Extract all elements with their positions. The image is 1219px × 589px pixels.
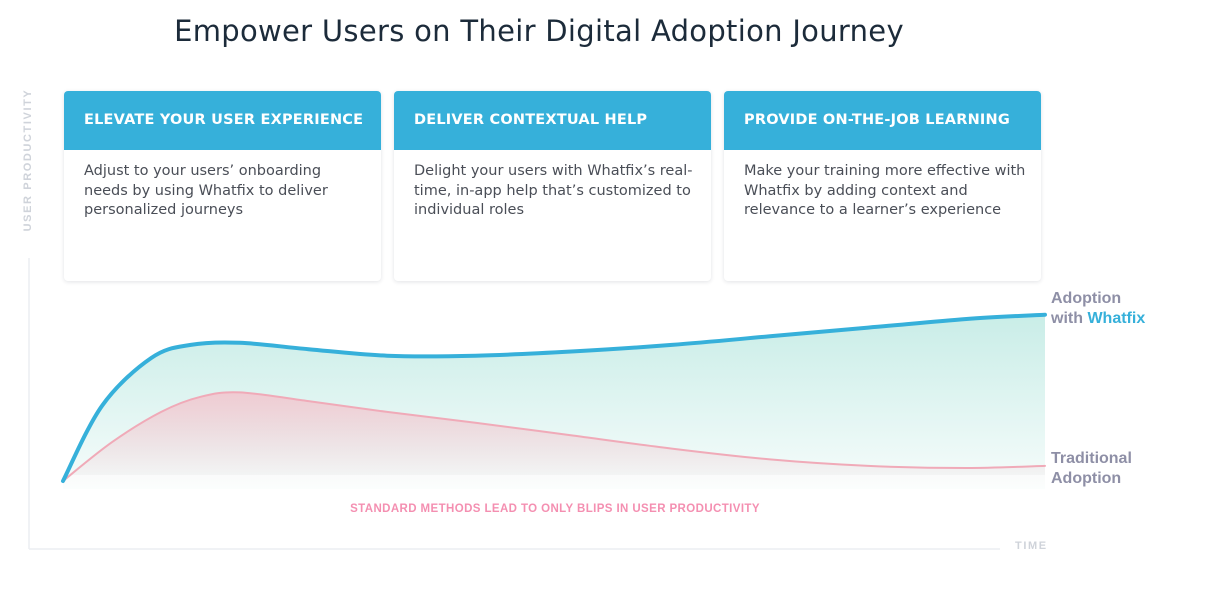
card-body: Delight your users with Whatfix’s real-t… bbox=[414, 163, 693, 218]
whatfix-brand-text: Whatfix bbox=[1087, 310, 1146, 327]
series-label-line1: Adoption bbox=[1051, 290, 1122, 307]
traditional-area-fill bbox=[63, 392, 1045, 489]
whatfix-adoption-line bbox=[61, 312, 1047, 483]
card-elevate-user-experience: ELEVATE YOUR USER EXPERIENCE Adjust to y… bbox=[64, 91, 381, 281]
card-body: Make your training more effective with W… bbox=[744, 163, 1026, 218]
card-on-the-job-learning: PROVIDE ON-THE-JOB LEARNING Make your tr… bbox=[724, 91, 1041, 281]
series-label-traditional: Traditional Adoption bbox=[1051, 449, 1132, 489]
chart-annotation: STANDARD METHODS LEAD TO ONLY BLIPS IN U… bbox=[350, 503, 760, 515]
page-title: Empower Users on Their Digital Adoption … bbox=[174, 14, 904, 48]
x-axis-label: TIME bbox=[1015, 540, 1048, 552]
series-label-line2: Adoption bbox=[1051, 470, 1122, 487]
traditional-adoption-line bbox=[62, 391, 1046, 482]
series-label-whatfix: Adoption with Whatfix bbox=[1051, 289, 1145, 329]
series-label-line1: Traditional bbox=[1051, 450, 1132, 467]
card-heading: ELEVATE YOUR USER EXPERIENCE bbox=[64, 91, 381, 150]
series-label-prefix: with bbox=[1051, 310, 1088, 327]
series-label-line2: with Whatfix bbox=[1051, 309, 1145, 329]
card-body: Adjust to your users’ onboarding needs b… bbox=[84, 163, 328, 218]
card-heading: PROVIDE ON-THE-JOB LEARNING bbox=[724, 91, 1041, 150]
card-heading: DELIVER CONTEXTUAL HELP bbox=[394, 91, 711, 150]
card-deliver-contextual-help: DELIVER CONTEXTUAL HELP Delight your use… bbox=[394, 91, 711, 281]
baseline-fade bbox=[63, 475, 1045, 505]
